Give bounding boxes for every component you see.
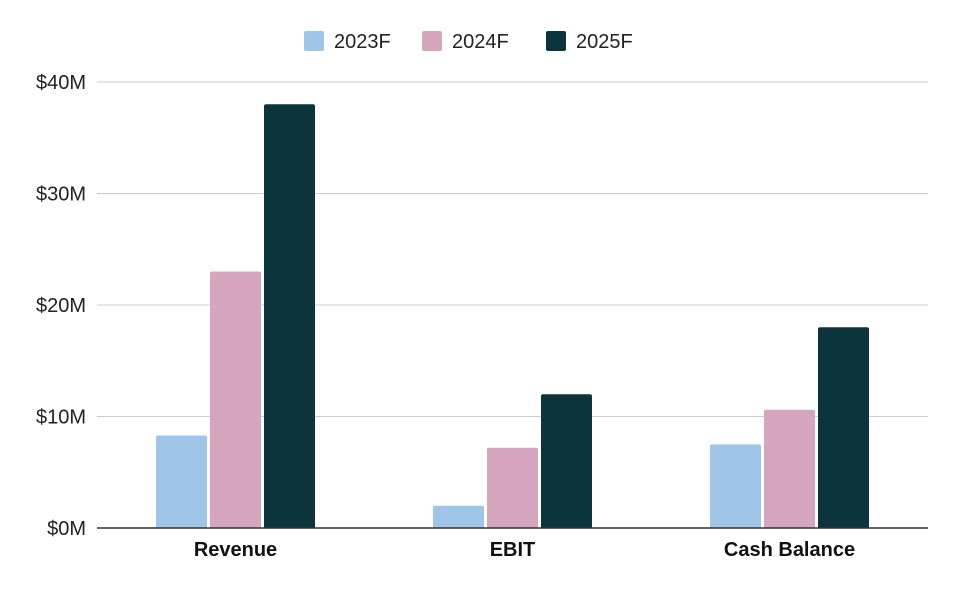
y-tick-label: $20M xyxy=(36,295,86,317)
legend-swatch-2024F xyxy=(422,31,442,51)
x-axis-labels: Revenue EBIT Cash Balance xyxy=(194,539,855,561)
bar-2025F-revenue xyxy=(264,104,315,529)
y-tick-label: $10M xyxy=(36,407,86,429)
y-tick-label: $30M xyxy=(36,184,86,206)
bar-2023F-revenue xyxy=(156,435,207,528)
bar-2024F-ebit xyxy=(487,447,538,528)
y-tick-label: $40M xyxy=(36,72,86,94)
legend-label-2025F: 2025F xyxy=(576,31,633,53)
x-category-label: Revenue xyxy=(194,539,277,561)
y-tick-label: $0M xyxy=(47,518,86,540)
bar-2024F-revenue xyxy=(210,271,261,528)
legend: 2023F 2024F 2025F xyxy=(304,31,633,53)
x-category-label: EBIT xyxy=(490,539,536,561)
bars xyxy=(156,104,869,529)
y-axis-ticks: $0M $10M $20M $30M $40M xyxy=(36,72,86,540)
bar-2025F-cash-balance xyxy=(818,327,869,528)
bar-2025F-ebit xyxy=(541,394,592,528)
legend-label-2023F: 2023F xyxy=(334,31,391,53)
legend-label-2024F: 2024F xyxy=(452,31,509,53)
legend-swatch-2025F xyxy=(546,31,566,51)
bar-2023F-cash-balance xyxy=(710,444,761,528)
bar-2024F-cash-balance xyxy=(764,409,815,528)
legend-swatch-2023F xyxy=(304,31,324,51)
bar-2023F-ebit xyxy=(433,505,484,528)
x-category-label: Cash Balance xyxy=(724,539,855,561)
